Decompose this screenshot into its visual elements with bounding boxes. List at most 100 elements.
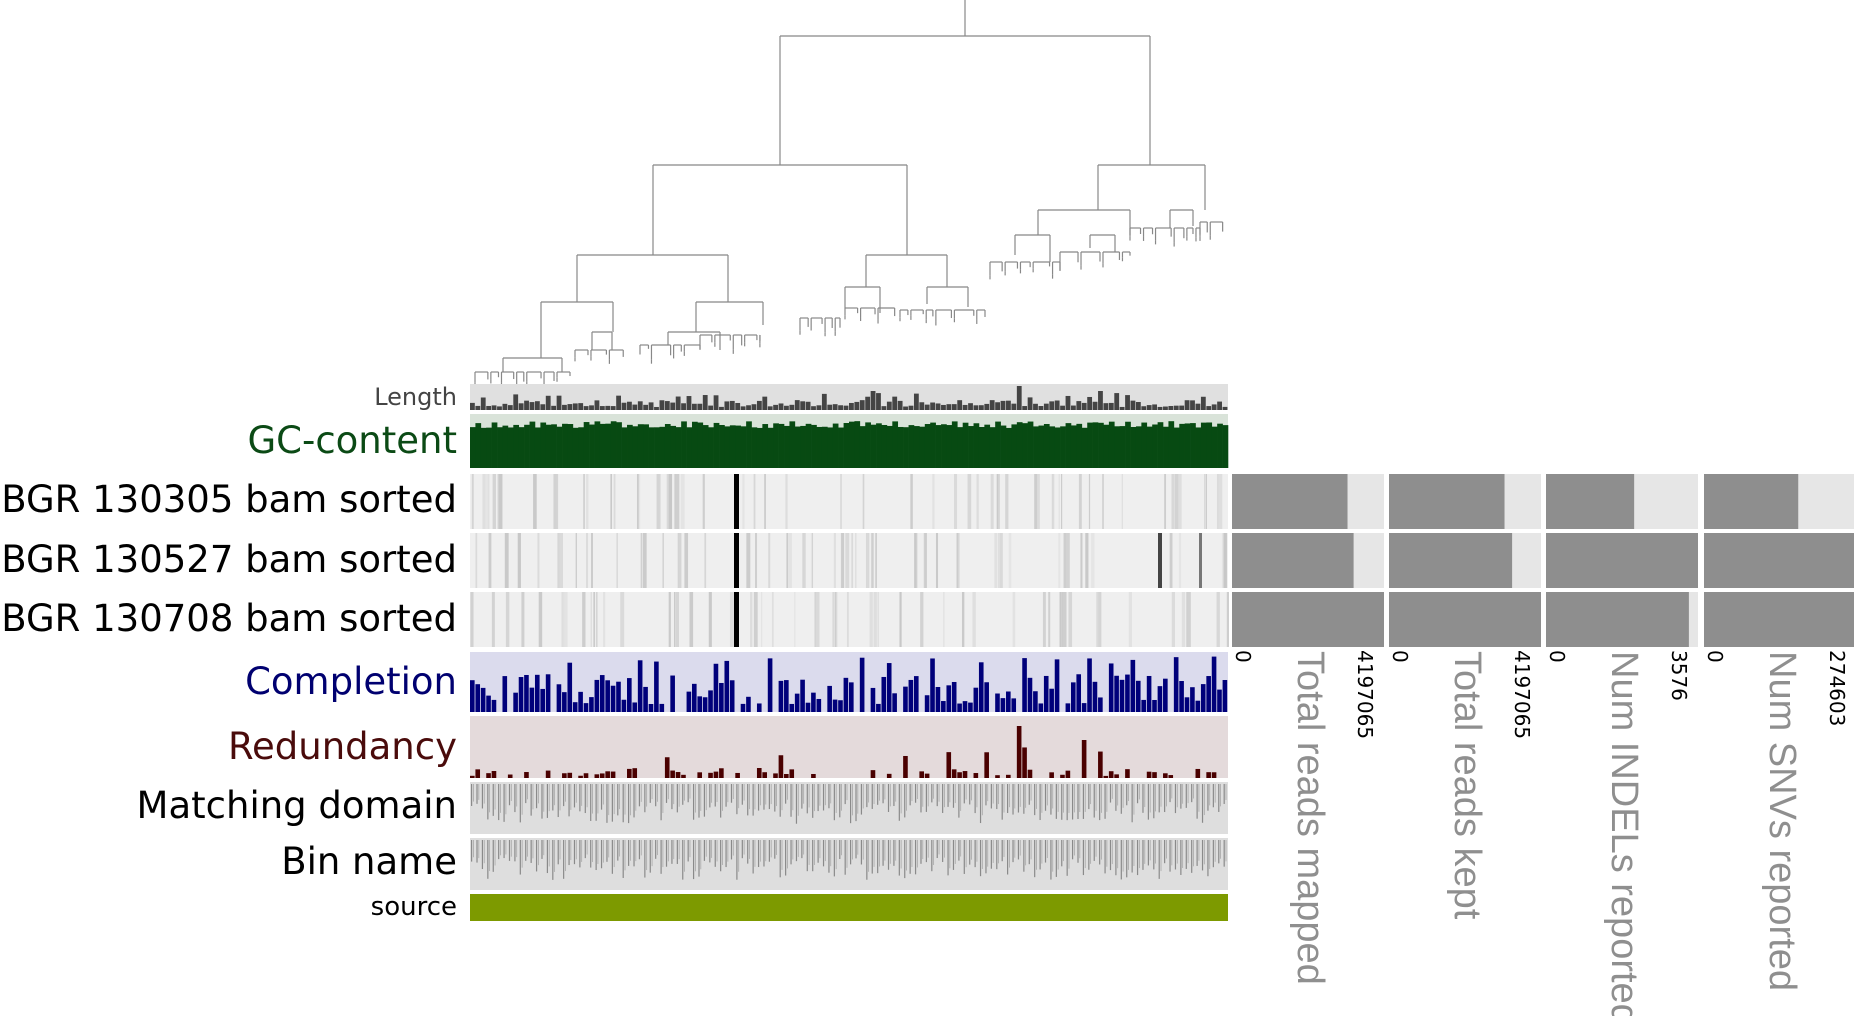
category-tick [703,784,706,817]
category-tick [916,840,918,868]
completion-bar [1033,691,1038,712]
category-tick [592,840,593,863]
redundancy-bar [1211,772,1217,778]
category-tick [960,784,962,811]
completion-bar [962,701,968,712]
category-tick [776,784,777,807]
category-tick [476,784,478,804]
redundancy-bars [470,726,1217,778]
length-bar [930,402,936,410]
heatmap-cell [976,474,979,529]
category-tick [714,840,716,867]
heatmap-cell [1096,592,1101,647]
heatmap-cell [840,474,842,529]
heatmap-cell [1062,592,1067,647]
heatmap-cell [475,533,478,588]
redundancy-bar [784,774,789,778]
category-tick [1095,784,1097,811]
category-tick [1115,784,1117,811]
category-tick [665,840,668,867]
category-tick [492,840,494,872]
category-tick [682,784,684,805]
redundancy-bar [778,755,784,778]
category-tick [552,840,554,880]
stat-bar [1704,592,1854,647]
category-tick [527,840,528,857]
category-tick [689,840,691,858]
redundancy-bar [1114,774,1119,778]
gc-content-bar [719,424,725,468]
stat-axis-min: 0 [1388,650,1412,663]
completion-bar [599,675,605,712]
category-tick [846,840,848,868]
heatmap-cell [954,474,958,529]
length-bar [1125,395,1130,410]
length-bar [681,403,686,410]
category-tick [711,840,713,858]
length-label: Length [374,383,457,411]
category-tick [1187,840,1189,864]
heatmap-cell [470,592,474,647]
category-tick [1023,840,1025,872]
category-tick [855,784,857,822]
stat-axis-min: 0 [1231,650,1255,663]
completion-bar [524,674,529,712]
category-tick [879,840,880,867]
completion-bar [903,686,908,712]
category-tick [1131,840,1133,873]
completion-bar [984,682,989,712]
category-tick [860,840,863,865]
heatmap-cell [1223,533,1227,588]
category-tick [671,784,673,810]
category-tick [790,784,792,817]
length-bar [1211,404,1217,410]
category-tick [1128,784,1129,802]
gc-content-bar [881,424,888,468]
category-tick [738,840,740,872]
category-tick [655,784,657,807]
gc-content-bar [664,424,671,468]
redundancy-bar [984,752,989,778]
heatmap-cell [521,592,525,647]
heatmap-cell [873,592,877,647]
category-tick [478,840,480,859]
category-tick [471,840,473,862]
length-bar [670,402,676,410]
stat-bar [1232,533,1354,588]
length-bar [989,400,995,410]
category-tick [830,784,832,804]
category-tick [1155,840,1156,864]
category-tick [1122,784,1124,808]
category-tick [568,840,570,866]
category-tick [873,784,875,804]
category-tick [797,784,799,816]
redundancy-bar [735,772,740,778]
gc-content-bar [1000,425,1007,468]
category-tick [716,840,718,862]
heatmap-cell [1169,533,1173,588]
category-tick [525,784,527,804]
category-tick [709,784,711,808]
category-tick [1176,840,1178,864]
category-tick [630,840,631,861]
completion-bar [1200,684,1206,712]
category-tick [1120,784,1122,814]
length-bar [767,406,773,410]
gc-content-bar [507,427,514,468]
length-bar [470,402,475,410]
category-tick [882,840,884,866]
heatmap-cell [593,592,595,647]
category-tick [673,784,675,805]
stat-bar [1232,592,1384,647]
category-tick [1095,840,1097,857]
heatmap-cell [554,474,556,529]
category-tick [1034,840,1036,878]
category-tick [727,840,729,862]
category-tick [806,784,808,814]
category-tick [720,840,722,872]
length-bar [881,406,887,410]
gc-content-bar [659,426,666,468]
heatmap-cell [943,592,945,647]
redundancy-bar [562,773,567,778]
category-tick [814,840,815,865]
